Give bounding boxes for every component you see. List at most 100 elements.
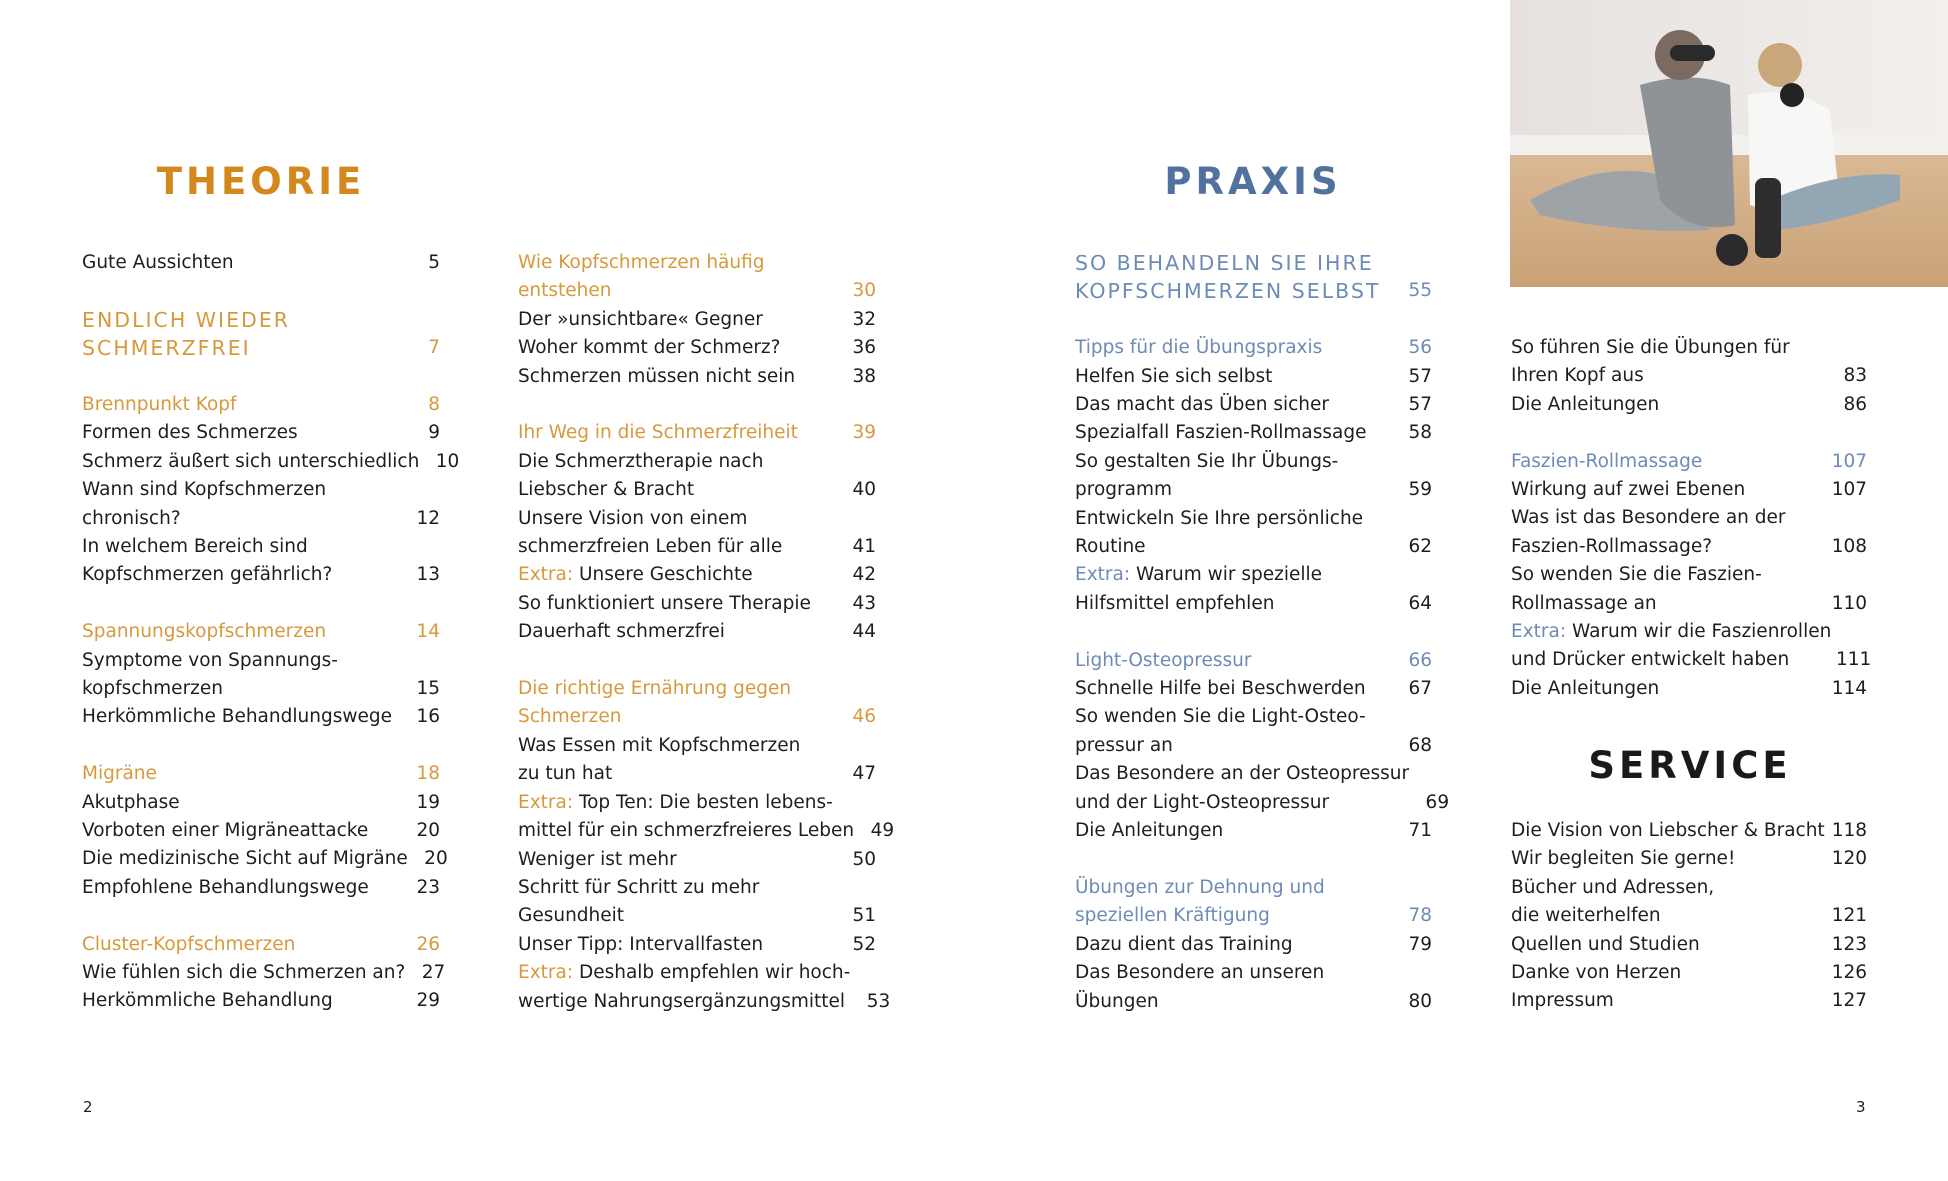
toc-entry-line: Unser Tipp: Intervallfasten [518, 933, 764, 955]
toc-entry-item[interactable]: Die Anleitungen 71 [1075, 817, 1432, 845]
toc-entry-title: Faszien-Rollmassage [1511, 448, 1702, 476]
toc-entry-item[interactable]: Das macht das Üben sicher 57 [1075, 391, 1432, 419]
toc-entry-title: So wenden Sie die Faszien- Rollmassage an [1511, 561, 1762, 618]
toc-entry-item[interactable]: Formen des Schmerzes 9 [82, 419, 440, 447]
toc-entry-section[interactable]: Cluster-Kopfschmerzen 26 [82, 931, 440, 959]
toc-entry-line: entstehen [518, 280, 612, 302]
toc-entry-section[interactable]: Ihr Weg in die Schmerzfreiheit 39 [518, 419, 876, 447]
toc-entry-item[interactable]: So führen Sie die Übungen für Ihren Kopf … [1511, 334, 1867, 391]
toc-entry-item[interactable]: Impressum 127 [1511, 987, 1867, 1015]
toc-entry-section[interactable]: Übungen zur Dehnung und speziellen Kräfti… [1075, 874, 1432, 931]
toc-entry-title: Gute Aussichten [82, 249, 234, 277]
toc-page-number: 44 [852, 621, 876, 643]
toc-entry-item[interactable]: Helfen Sie sich selbst 57 [1075, 363, 1432, 391]
toc-entry-item[interactable]: So funktioniert unsere Therapie 43 [518, 590, 876, 618]
toc-entry-line: schmerzfreien Leben für alle [518, 536, 783, 558]
toc-entry-item[interactable]: Vorboten einer Migräneattacke 20 [82, 817, 440, 845]
toc-entry-item[interactable]: In welchem Bereich sind Kopfschmerzen gef… [82, 533, 440, 590]
toc-page-number: 121 [1831, 905, 1867, 927]
toc-entry-item[interactable]: Extra: Deshalb empfehlen wir hoch-wertig… [518, 959, 890, 1016]
toc-entry-item[interactable]: Extra: Unsere Geschichte 42 [518, 561, 876, 589]
toc-entry-item[interactable]: Schritt für Schritt zu mehr Gesundheit 51 [518, 874, 876, 931]
toc-page-number: 19 [416, 791, 440, 813]
toc-entry-line: Die richtige Ernährung gegen [518, 678, 792, 700]
toc-entry-title: Extra: Deshalb empfehlen wir hoch-wertig… [518, 959, 850, 1016]
toc-entry-item[interactable]: Unser Tipp: Intervallfasten 52 [518, 931, 876, 959]
toc-entry-item[interactable]: Die Anleitungen 86 [1511, 391, 1867, 419]
toc-entry-item[interactable]: Wann sind Kopfschmerzen chronisch? 12 [82, 476, 440, 533]
toc-entry-item[interactable]: Spezialfall Faszien-Rollmassage 58 [1075, 419, 1432, 447]
toc-entry-section[interactable]: Brennpunkt Kopf 8 [82, 391, 440, 419]
toc-entry-item[interactable]: Schmerz äußert sich unterschiedlich 10 [82, 448, 459, 476]
toc-entry-section[interactable]: Light-Osteopressur 66 [1075, 647, 1432, 675]
toc-entry-item[interactable]: So gestalten Sie Ihr Übungs-programm 59 [1075, 448, 1432, 505]
toc-entry-item[interactable]: Dauerhaft schmerzfrei 44 [518, 618, 876, 646]
toc-entry-line: Dauerhaft schmerzfrei [518, 621, 725, 643]
toc-page-number: 47 [852, 763, 876, 785]
toc-entry-item[interactable]: Gute Aussichten 5 [82, 249, 440, 277]
toc-entry-line: Spezialfall Faszien-Rollmassage [1075, 422, 1367, 444]
toc-entry-item[interactable]: Woher kommt der Schmerz? 36 [518, 334, 876, 362]
toc-entry-item[interactable]: Der »unsichtbare« Gegner 32 [518, 306, 876, 334]
toc-entry-section[interactable]: Migräne 18 [82, 760, 440, 788]
toc-entry-title: Die medizinische Sicht auf Migräne [82, 845, 408, 873]
toc-entry-line: Schnelle Hilfe bei Beschwerden [1075, 678, 1366, 700]
toc-entry-item[interactable]: Weniger ist mehr 50 [518, 846, 876, 874]
toc-entry-line: Herkömmliche Behandlungswege [82, 706, 392, 728]
toc-entry-line: Ihren Kopf aus [1511, 365, 1644, 387]
toc-entry-item[interactable]: Wie fühlen sich die Schmerzen an? 27 [82, 959, 445, 987]
toc-entry-item[interactable]: Die Anleitungen 114 [1511, 675, 1867, 703]
toc-entry-line: Die Anleitungen [1075, 820, 1224, 842]
toc-entry-item[interactable]: Extra: Warum wir spezielle Hilfsmittel em… [1075, 561, 1432, 618]
toc-entry-item[interactable]: Was Essen mit Kopfschmerzen zu tun hat 47 [518, 732, 876, 789]
toc-entry-section[interactable]: Die richtige Ernährung gegen Schmerzen 46 [518, 675, 876, 732]
toc-entry-chapter[interactable]: SO BEHANDELN SIE IHRE KOPFSCHMERZEN SELBS… [1075, 249, 1432, 306]
toc-entry-item[interactable]: Schmerzen müssen nicht sein 38 [518, 363, 876, 391]
toc-entry-item[interactable]: Bücher und Adressen, die weiterhelfen 121 [1511, 874, 1867, 931]
toc-entry-item[interactable]: Akutphase 19 [82, 789, 440, 817]
toc-entry-line: Gesundheit [518, 905, 625, 927]
toc-entry-section[interactable]: Faszien-Rollmassage 107 [1511, 448, 1867, 476]
toc-entry-item[interactable]: Entwickeln Sie Ihre persönliche Routine 62 [1075, 505, 1432, 562]
toc-page-number: 29 [416, 990, 440, 1012]
toc-entry-item[interactable]: Schnelle Hilfe bei Beschwerden 67 [1075, 675, 1432, 703]
toc-entry-line: programm [1075, 479, 1172, 501]
toc-entry-section[interactable]: Wie Kopfschmerzen häufig entstehen 30 [518, 249, 876, 306]
toc-entry-item[interactable]: Die Schmerztherapie nach Liebscher & Brac… [518, 448, 876, 505]
toc-entry-item[interactable]: Wirkung auf zwei Ebenen 107 [1511, 476, 1867, 504]
toc-entry-title: Migräne [82, 760, 157, 788]
toc-entry-item[interactable]: Wir begleiten Sie gerne! 120 [1511, 845, 1867, 873]
toc-entry-line: Brennpunkt Kopf [82, 394, 237, 415]
toc-entry-section[interactable]: Spannungskopfschmerzen 14 [82, 618, 440, 646]
toc-page-number: 78 [1408, 905, 1432, 927]
toc-entry-title: Unsere Vision von einem schmerzfreien Leb… [518, 505, 782, 562]
toc-column-service: Die Vision von Liebscher & Bracht 118 Wir … [1511, 817, 1867, 1044]
toc-entry-item[interactable]: Extra: Top Ten: Die besten lebens-mittel… [518, 789, 894, 846]
toc-entry-item[interactable]: Die medizinische Sicht auf Migräne 20 [82, 845, 448, 873]
toc-entry-item[interactable]: Das Besondere an der Osteopressur und der… [1075, 760, 1449, 817]
toc-entry-item[interactable]: Unsere Vision von einem schmerzfreien Leb… [518, 505, 876, 562]
toc-entry-section[interactable]: Tipps für die Übungspraxis 56 [1075, 334, 1432, 362]
toc-entry-line: Die Anleitungen [1511, 677, 1660, 699]
toc-entry-item[interactable]: Dazu dient das Training 79 [1075, 931, 1432, 959]
toc-entry-chapter[interactable]: ENDLICH WIEDER SCHMERZFREI 7 [82, 306, 440, 363]
toc-entry-item[interactable]: So wenden Sie die Faszien- Rollmassage an… [1511, 561, 1867, 618]
toc-entry-item[interactable]: Herkömmliche Behandlung 29 [82, 987, 440, 1015]
toc-entry-item[interactable]: Empfohlene Behandlungswege 23 [82, 874, 440, 902]
toc-entry-item[interactable]: Die Vision von Liebscher & Bracht 118 [1511, 817, 1867, 845]
toc-page-number: 32 [852, 308, 876, 330]
toc-entry-title: In welchem Bereich sind Kopfschmerzen gef… [82, 533, 332, 590]
toc-entry-item[interactable]: Extra: Warum wir die Faszienrollen und Dr… [1511, 618, 1871, 675]
toc-entry-title: Schnelle Hilfe bei Beschwerden [1075, 675, 1366, 703]
toc-entry-line: Schritt für Schritt zu mehr [518, 876, 760, 898]
toc-entry-item[interactable]: Danke von Herzen 126 [1511, 959, 1867, 987]
toc-entry-item[interactable]: Quellen und Studien 123 [1511, 931, 1867, 959]
toc-entry-item[interactable]: Herkömmliche Behandlungswege 16 [82, 703, 440, 731]
toc-entry-item[interactable]: Symptome von Spannungs-kopfschmerzen 15 [82, 647, 440, 704]
toc-group: Light-Osteopressur 66 Schnelle Hilfe bei B… [1075, 647, 1449, 846]
toc-entry-item[interactable]: Was ist das Besondere an der Faszien-Roll… [1511, 504, 1867, 561]
toc-entry-item[interactable]: Das Besondere an unseren Übungen 80 [1075, 959, 1432, 1016]
toc-page-number: 67 [1408, 678, 1432, 700]
toc-page-number: 108 [1831, 535, 1867, 557]
toc-entry-item[interactable]: So wenden Sie die Light-Osteo-pressur an… [1075, 703, 1432, 760]
